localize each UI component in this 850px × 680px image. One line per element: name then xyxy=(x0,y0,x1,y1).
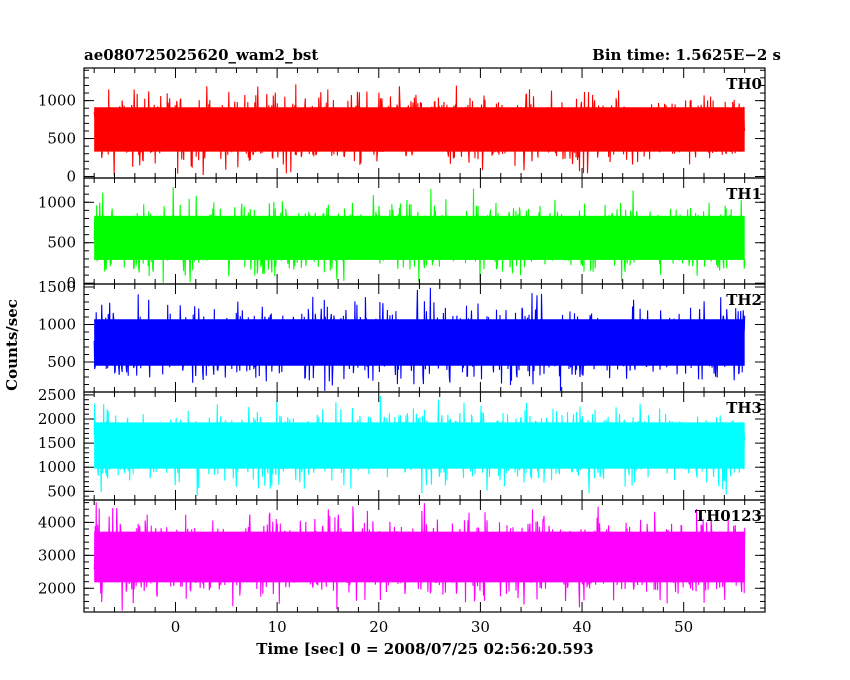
y-axis-label: Counts/sec xyxy=(3,299,21,391)
y-tick-label: 1000 xyxy=(38,193,76,211)
y-tick-label: 1500 xyxy=(38,278,76,296)
x-tick-label: 20 xyxy=(369,618,388,636)
light-curve-core-th0 xyxy=(94,107,745,152)
light-curve-core-th2 xyxy=(94,319,745,366)
y-tick-label: 0 xyxy=(66,167,76,185)
light-curve-core-th0123 xyxy=(94,531,745,583)
panel-label-th0123: TH0123 xyxy=(695,507,762,525)
y-tick-label: 1500 xyxy=(38,434,76,452)
chart-title: ae080725025620_wam2_bst xyxy=(84,46,318,64)
y-tick-label: 1000 xyxy=(38,92,76,110)
y-tick-label: 3000 xyxy=(38,546,76,564)
light-curve-core-th3 xyxy=(94,422,745,469)
x-tick-label: 40 xyxy=(572,618,591,636)
y-tick-label: 2000 xyxy=(38,410,76,428)
panel-label-th2: TH2 xyxy=(726,291,762,309)
y-tick-label: 500 xyxy=(47,130,76,148)
y-tick-label: 4000 xyxy=(38,513,76,531)
x-tick-label: 10 xyxy=(268,618,287,636)
x-tick-label: 0 xyxy=(171,618,181,636)
y-tick-label: 0 xyxy=(66,274,76,292)
light-curve-core-th1 xyxy=(94,215,745,260)
x-tick-label: 50 xyxy=(674,618,693,636)
y-tick-label: 2000 xyxy=(38,579,76,597)
x-axis-label: Time [sec] 0 = 2008/07/25 02:56:20.593 xyxy=(256,640,593,658)
x-tick-label: 30 xyxy=(471,618,490,636)
y-tick-label: 1000 xyxy=(38,316,76,334)
y-tick-label: 500 xyxy=(47,234,76,252)
panel-frame-th0123 xyxy=(83,499,766,613)
y-tick-label: 500 xyxy=(47,482,76,500)
panel-label-th3: TH3 xyxy=(726,399,762,417)
y-tick-label: 500 xyxy=(47,353,76,371)
panel-label-th1: TH1 xyxy=(726,185,762,203)
y-tick-label: 2500 xyxy=(38,386,76,404)
bin-time-label: Bin time: 1.5625E−2 s xyxy=(592,46,781,64)
panel-label-th0: TH0 xyxy=(726,75,762,93)
y-tick-label: 1000 xyxy=(38,458,76,476)
